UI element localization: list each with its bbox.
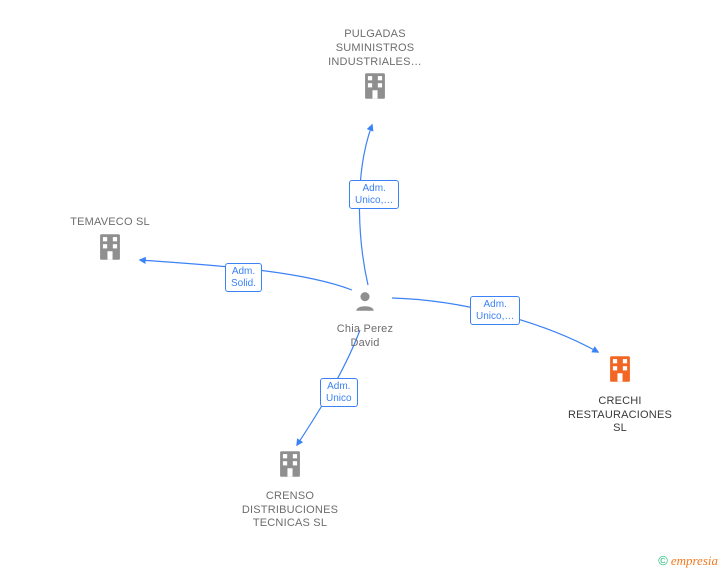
company-node-pulgadas[interactable]: PULGADASSUMINISTROSINDUSTRIALES… [305,24,445,108]
building-icon [550,352,690,391]
company-node-label: CRENSODISTRIBUCIONESTECNICAS SL [220,490,360,531]
edge-label-crechi: Adm. Unico,… [470,296,520,325]
edge-label-temaveco: Adm. Solid. [225,263,262,292]
company-node-label: TEMAVECO SL [40,216,180,230]
building-icon [305,69,445,108]
diagram-canvas: Chia PerezDavid PULGADASSUMINISTROSINDUST… [0,0,728,575]
center-node-label: Chia PerezDavid [320,323,410,351]
person-icon [320,288,410,319]
company-node-label: CRECHIRESTAURACIONESSL [550,395,690,436]
building-icon [220,447,360,486]
watermark-text: empresia [671,553,718,568]
building-icon [40,230,180,269]
center-node-person[interactable]: Chia PerezDavid [320,288,410,350]
company-node-label: PULGADASSUMINISTROSINDUSTRIALES… [305,28,445,69]
copyright-symbol: © [658,553,668,568]
company-node-temaveco[interactable]: TEMAVECO SL [40,212,180,269]
company-node-crenso[interactable]: CRENSODISTRIBUCIONESTECNICAS SL [220,447,360,531]
watermark: ©empresia [658,553,718,569]
edge-label-pulgadas: Adm. Unico,… [349,180,399,209]
company-node-crechi[interactable]: CRECHIRESTAURACIONESSL [550,352,690,436]
edge-label-crenso: Adm. Unico [320,378,358,407]
